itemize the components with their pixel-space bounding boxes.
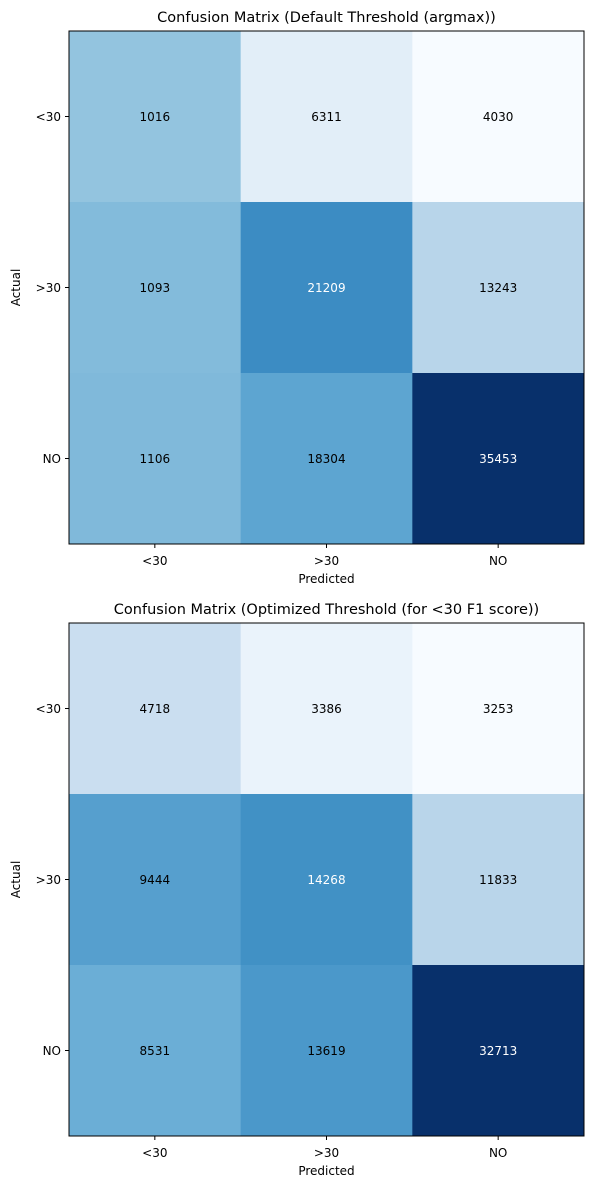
heatmap-cell bbox=[412, 202, 585, 374]
heatmap-cell bbox=[412, 373, 585, 545]
confusion-matrix-optimized: Confusion Matrix (Optimized Threshold (f… bbox=[9, 602, 585, 1178]
x-tick-label: NO bbox=[489, 554, 507, 568]
heatmap-cell bbox=[69, 965, 242, 1137]
cell-value-label: 1016 bbox=[140, 110, 171, 124]
y-axis-label: Actual bbox=[9, 861, 23, 899]
cell-value-label: 4030 bbox=[483, 110, 514, 124]
heatmap-cell bbox=[69, 31, 242, 203]
heatmap-cell bbox=[240, 623, 413, 795]
axis-ticks: <30 >30 NO <30 >30 NO bbox=[36, 702, 508, 1160]
cell-value-label: 11833 bbox=[479, 873, 517, 887]
cell-value-label: 1093 bbox=[140, 281, 171, 295]
heatmap-cell bbox=[240, 202, 413, 374]
cell-labels: 1016 6311 4030 1093 21209 13243 1106 18304 35453 bbox=[140, 110, 518, 466]
y-tick-label: <30 bbox=[36, 110, 61, 124]
heatmap-cell bbox=[412, 794, 585, 966]
cell-value-label: 21209 bbox=[307, 281, 345, 295]
heatmap-cell bbox=[240, 31, 413, 203]
heatmap-cell bbox=[69, 794, 242, 966]
chart-title: Confusion Matrix (Default Threshold (arg… bbox=[157, 10, 496, 26]
heatmap-cell bbox=[240, 965, 413, 1137]
x-tick-label: >30 bbox=[314, 1146, 339, 1160]
cell-value-label: 13243 bbox=[479, 281, 517, 295]
y-axis-label: Actual bbox=[9, 269, 23, 307]
chart-title: Confusion Matrix (Optimized Threshold (f… bbox=[114, 602, 539, 618]
x-tick-label: <30 bbox=[142, 1146, 167, 1160]
cell-labels: 4718 3386 3253 9444 14268 11833 8531 13619 32713 bbox=[140, 702, 518, 1058]
cell-value-label: 13619 bbox=[307, 1044, 345, 1058]
y-tick-label: >30 bbox=[36, 281, 61, 295]
x-tick-label: NO bbox=[489, 1146, 507, 1160]
heatmap-cell bbox=[412, 623, 585, 795]
heatmap-cell bbox=[69, 373, 242, 545]
y-tick-label: NO bbox=[43, 452, 61, 466]
cell-value-label: 35453 bbox=[479, 452, 517, 466]
cell-value-label: 6311 bbox=[311, 110, 342, 124]
y-tick-label: NO bbox=[43, 1044, 61, 1058]
heatmap-cell bbox=[412, 965, 585, 1137]
x-tick-label: >30 bbox=[314, 554, 339, 568]
cell-value-label: 18304 bbox=[307, 452, 345, 466]
cell-value-label: 9444 bbox=[140, 873, 171, 887]
x-axis-label: Predicted bbox=[298, 1164, 354, 1178]
cell-value-label: 1106 bbox=[140, 452, 171, 466]
heatmap-cell bbox=[69, 623, 242, 795]
cell-value-label: 3253 bbox=[483, 702, 514, 716]
heatmap-cell bbox=[240, 794, 413, 966]
cell-value-label: 4718 bbox=[140, 702, 171, 716]
x-tick-label: <30 bbox=[142, 554, 167, 568]
heatmap-cell bbox=[412, 31, 585, 203]
heatmap-cells bbox=[69, 623, 585, 1137]
y-tick-label: >30 bbox=[36, 873, 61, 887]
cell-value-label: 8531 bbox=[140, 1044, 171, 1058]
x-axis-label: Predicted bbox=[298, 572, 354, 586]
y-tick-label: <30 bbox=[36, 702, 61, 716]
cell-value-label: 32713 bbox=[479, 1044, 517, 1058]
heatmap-cell bbox=[69, 202, 242, 374]
cell-value-label: 3386 bbox=[311, 702, 342, 716]
heatmap-cells bbox=[69, 31, 585, 545]
cell-value-label: 14268 bbox=[307, 873, 345, 887]
axis-ticks: <30 >30 NO <30 >30 NO bbox=[36, 110, 508, 568]
confusion-matrix-default: Confusion Matrix (Default Threshold (arg… bbox=[9, 10, 585, 586]
heatmap-cell bbox=[240, 373, 413, 545]
